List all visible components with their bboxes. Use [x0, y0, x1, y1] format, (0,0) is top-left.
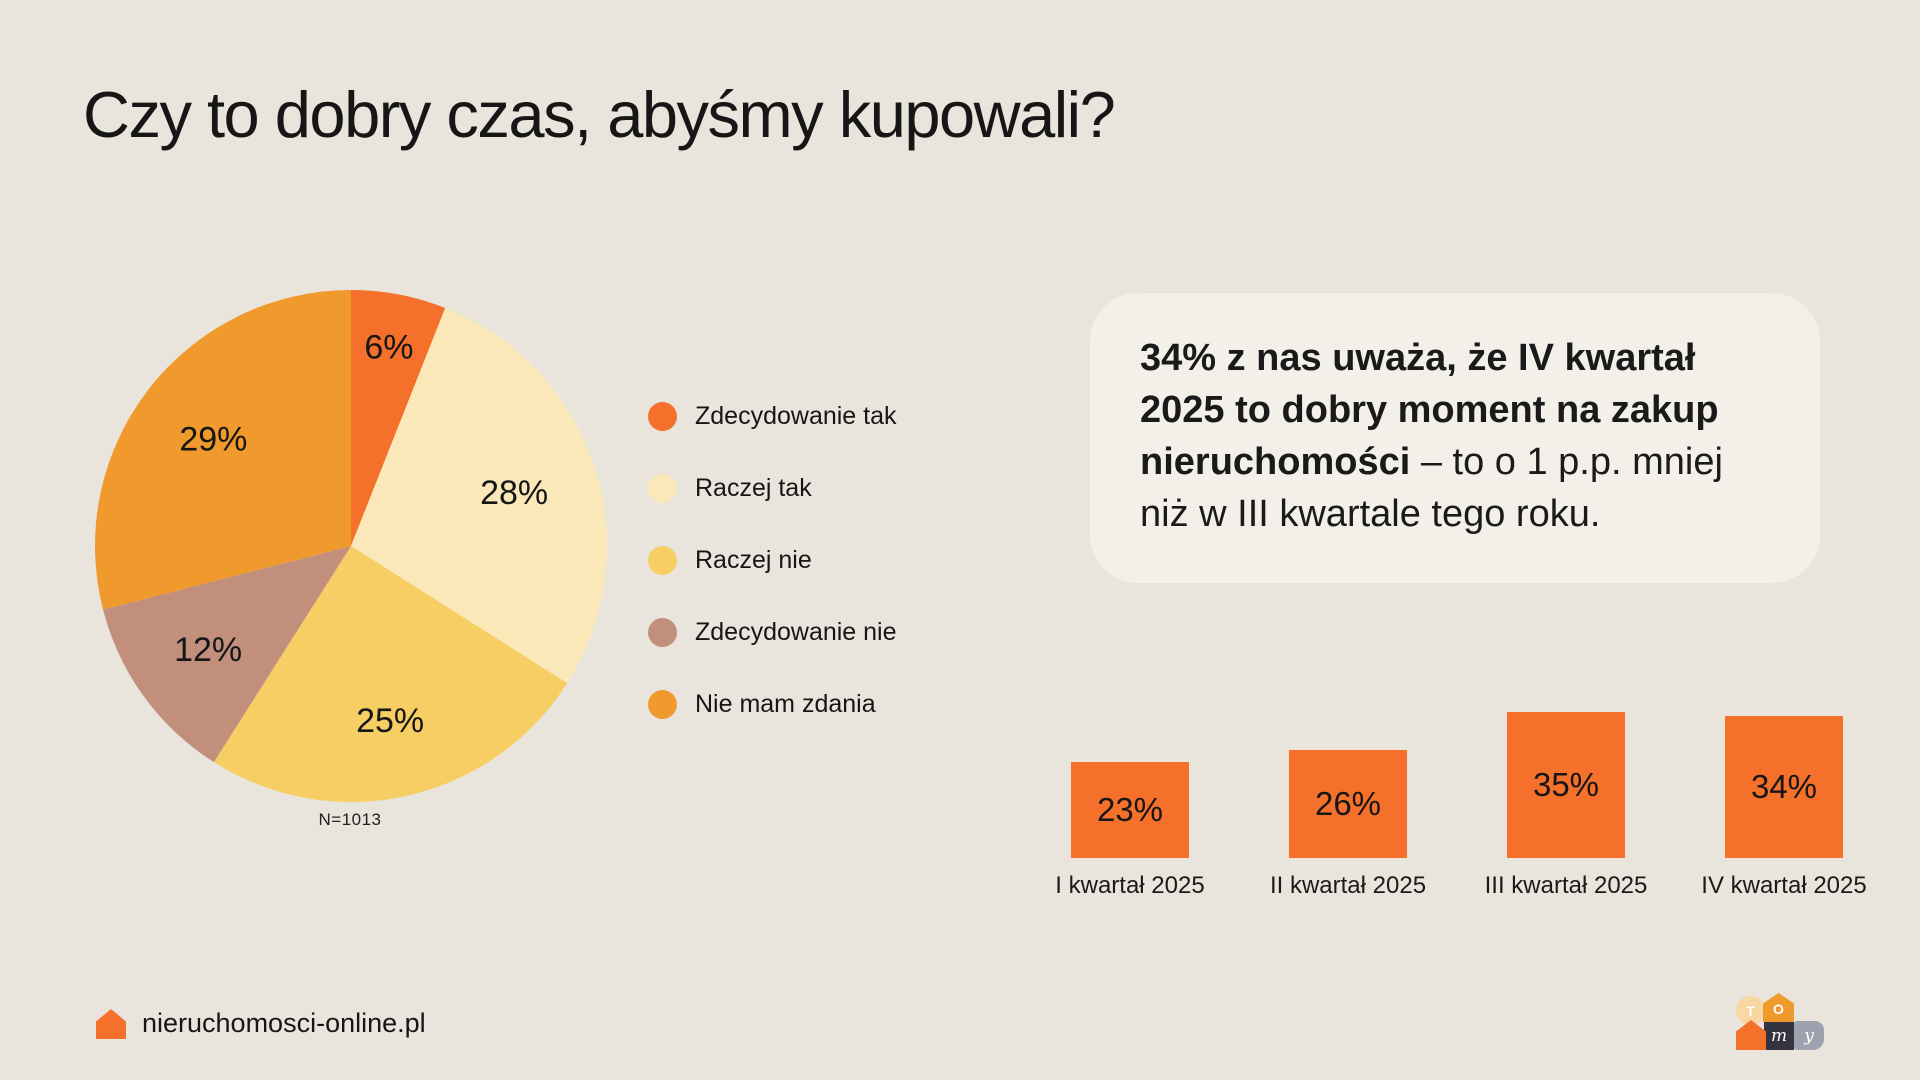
logo-house-icon — [1736, 1020, 1766, 1050]
callout-box: 34% z nas uważa, że IV kwartał 2025 to d… — [1090, 293, 1820, 583]
bar-value-label: 26% — [1314, 785, 1382, 822]
page-title: Czy to dobry czas, abyśmy kupowali? — [83, 78, 1116, 151]
bar-category-label: II kwartał 2025 — [1269, 872, 1427, 899]
bar-category-label: IV kwartał 2025 — [1701, 872, 1867, 899]
bar-value-label: 35% — [1532, 766, 1600, 803]
legend-color-dot — [648, 473, 677, 503]
pie-slice-3 — [213, 546, 568, 803]
legend-item: Nie mam zdania — [648, 689, 897, 719]
pie-slice-1 — [351, 290, 446, 546]
legend-item: Zdecydowanie nie — [648, 617, 897, 647]
logo-house-o: O — [1763, 993, 1794, 1022]
legend-label: Zdecydowanie nie — [695, 617, 897, 646]
pie-slice-label: 6% — [364, 328, 413, 366]
pie-chart: 6% 28% 25% 12% 29% — [91, 286, 611, 806]
legend-label: Zdecydowanie tak — [695, 401, 897, 430]
bar-category-label: III kwartał 2025 — [1484, 872, 1648, 899]
logo-house-small-shape — [1736, 1020, 1766, 1050]
legend-label: Raczej nie — [695, 545, 812, 574]
pie-slice-4 — [103, 546, 351, 763]
legend-color-dot — [648, 689, 677, 719]
pie-slice-label: 29% — [179, 420, 247, 458]
logo-letter-y: y — [1804, 1025, 1814, 1046]
legend-item: Raczej nie — [648, 545, 897, 575]
bar-3: 35% — [1507, 712, 1625, 858]
logo-house-o-shape — [1763, 993, 1794, 1022]
bar-category-label: I kwartał 2025 — [1055, 872, 1205, 899]
legend-color-dot — [648, 401, 677, 431]
bar-1: 23% — [1071, 762, 1189, 858]
legend-color-dot — [648, 545, 677, 575]
legend-label: Raczej tak — [695, 473, 812, 502]
pie-slice-2 — [351, 307, 607, 684]
legend-item: Raczej tak — [648, 473, 897, 503]
callout-text-bold: 34% z nas uważa, że IV kwartał 2025 to d… — [1140, 337, 1719, 484]
pie-chart-svg: 6% 28% 25% 12% 29% — [94, 290, 607, 803]
tomy-logo: T O m y — [1736, 992, 1828, 1054]
logo-letter-m: m — [1770, 1026, 1788, 1046]
sample-size-note: N=1013 — [318, 810, 382, 829]
pie-slice-5 — [94, 290, 352, 610]
callout-text: 34% z nas uważa, że IV kwartał 2025 to d… — [1140, 332, 1780, 540]
pie-slice-label: 28% — [480, 474, 548, 512]
footer-site-name: nieruchomosci-online.pl — [142, 1008, 426, 1038]
legend-color-dot — [648, 617, 677, 647]
logo-square-y: y — [1794, 1021, 1824, 1050]
logo-circle-t: T — [1736, 996, 1765, 1025]
legend-item: Zdecydowanie tak — [648, 401, 897, 431]
callout-text-regular: – to o 1 p.p. mniej niż w III kwartale t… — [1140, 441, 1723, 536]
logo-square-m: m — [1764, 1022, 1794, 1050]
footer: nieruchomosci-online.pl — [96, 1008, 426, 1039]
bar-value-label: 23% — [1096, 791, 1164, 828]
logo-letter-t: T — [1746, 1002, 1755, 1019]
logo-letter-o: O — [1773, 1001, 1784, 1017]
bar-value-label: 34% — [1750, 768, 1818, 805]
bar-4: 34% — [1725, 716, 1843, 858]
pie-slice-label: 25% — [356, 702, 424, 740]
legend-label: Nie mam zdania — [695, 689, 876, 718]
pie-slice-label: 12% — [174, 631, 242, 669]
house-icon — [96, 1008, 126, 1039]
bar-2: 26% — [1289, 750, 1407, 858]
pie-legend: Zdecydowanie tak Raczej tak Raczej nie Zdec… — [648, 401, 897, 761]
